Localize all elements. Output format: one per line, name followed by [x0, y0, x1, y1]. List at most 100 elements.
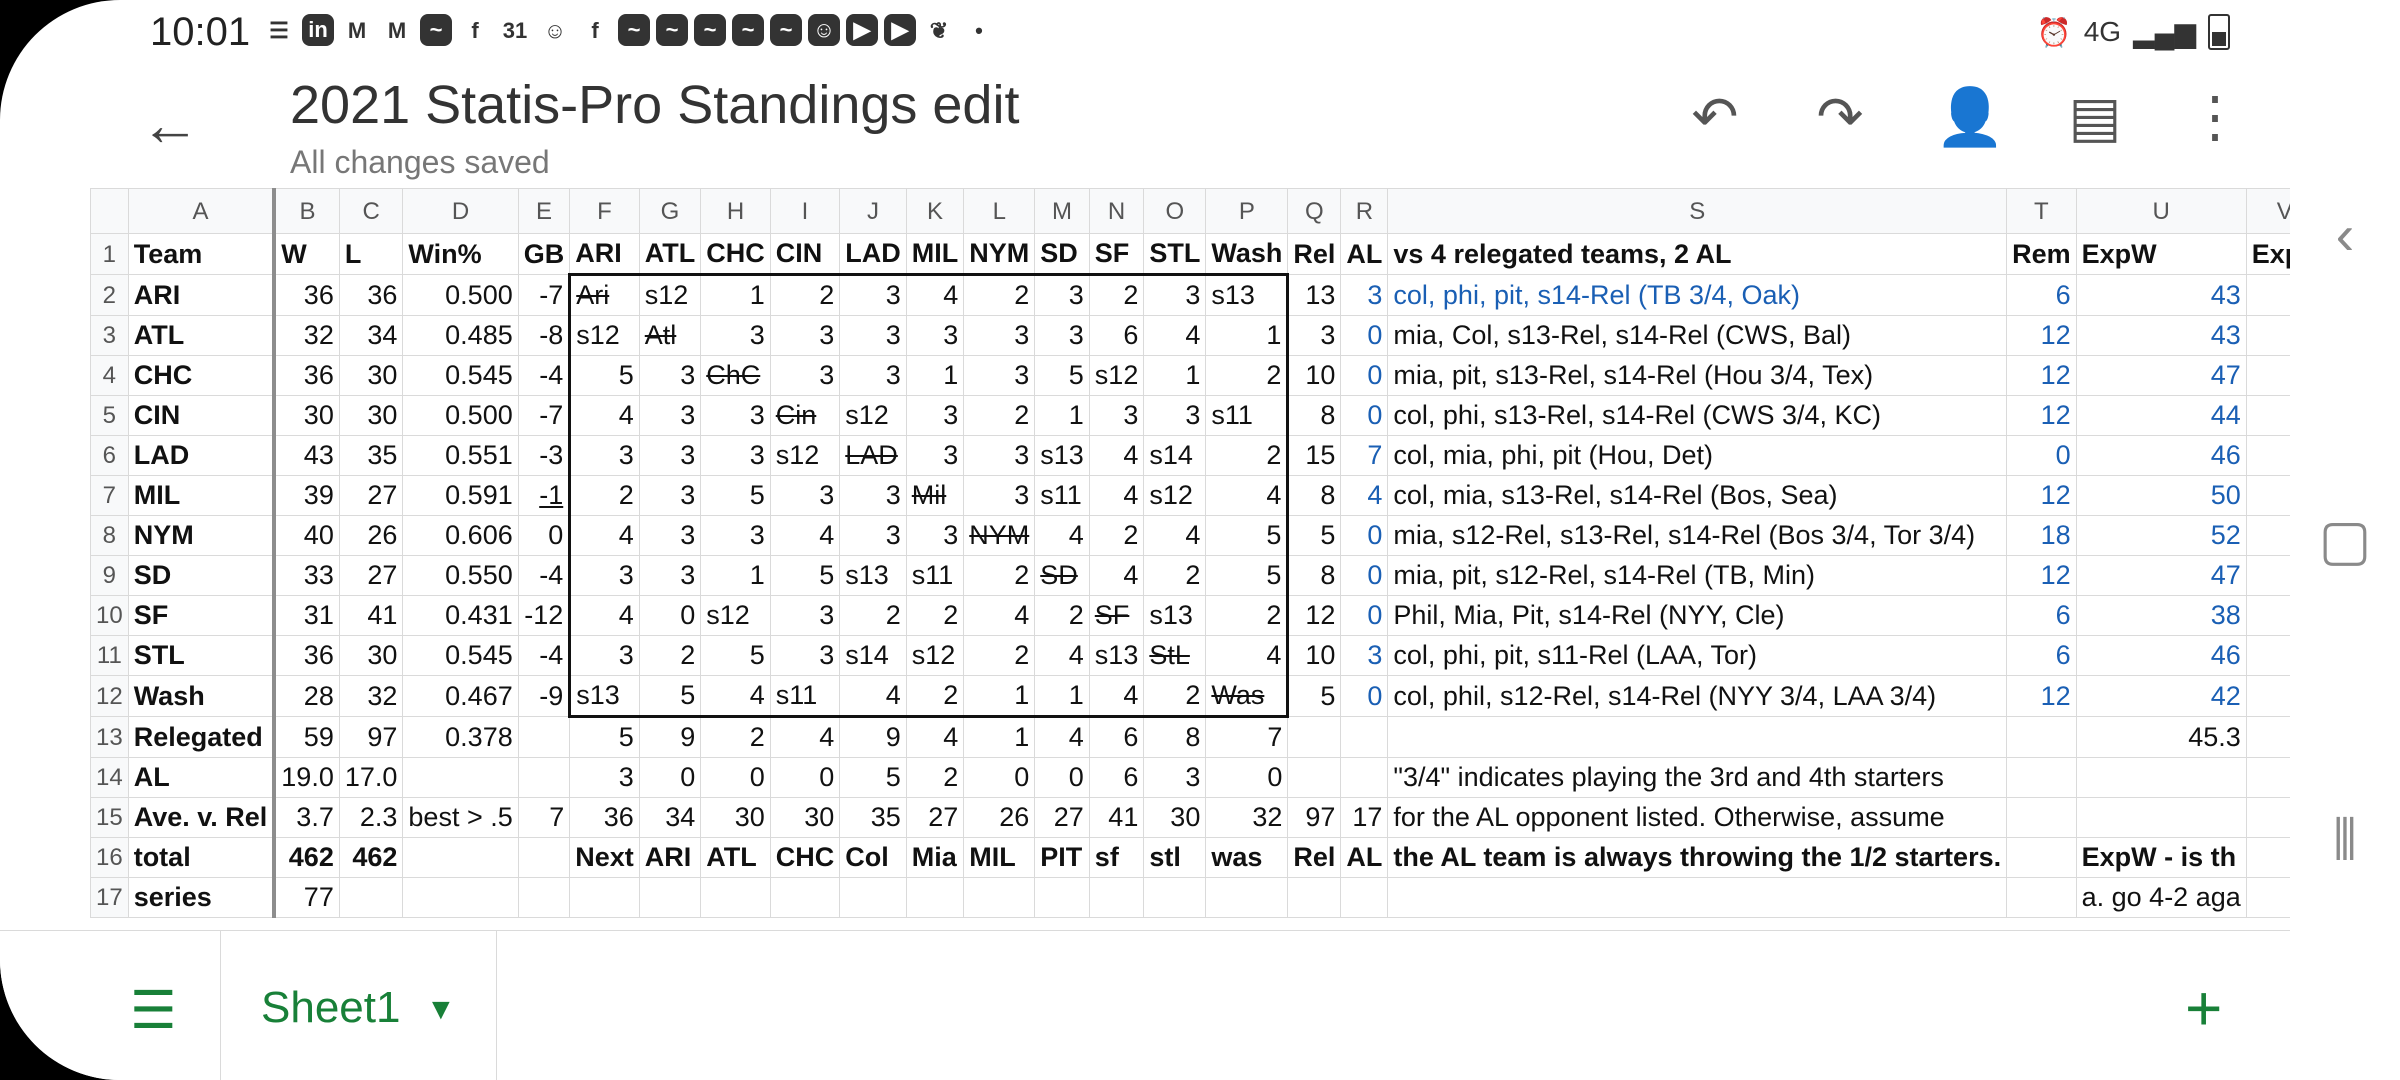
cell[interactable]: 15: [1287, 435, 1342, 476]
cell[interactable]: [2245, 757, 2290, 798]
column-header-k[interactable]: K: [905, 188, 965, 234]
cell[interactable]: 0.485: [402, 315, 519, 356]
spreadsheet-grid[interactable]: ABCDEFGHIJKLMNOPQRSTUV1TeamWLWin%GBARIAT…: [90, 188, 2290, 918]
cell[interactable]: s13: [1034, 435, 1090, 476]
cell[interactable]: 5: [638, 675, 702, 718]
cell[interactable]: SF: [127, 595, 277, 636]
cell[interactable]: 4: [2245, 274, 2290, 316]
cell[interactable]: 36: [338, 274, 404, 316]
cell[interactable]: 0.378: [402, 716, 519, 758]
cell[interactable]: 3: [1287, 315, 1342, 356]
cell[interactable]: [638, 877, 702, 918]
cell[interactable]: 4: [1143, 315, 1207, 356]
cell[interactable]: [2245, 877, 2290, 918]
cell[interactable]: [2006, 877, 2077, 918]
cell[interactable]: Mia: [905, 837, 965, 878]
all-sheets-menu-icon[interactable]: ☰: [130, 982, 177, 1040]
cell[interactable]: the AL team is always throwing the 1/2 s…: [1387, 837, 2008, 878]
cell[interactable]: [569, 877, 640, 918]
cell[interactable]: 10: [1287, 635, 1342, 676]
cell[interactable]: 3: [1143, 395, 1207, 436]
cell[interactable]: 47: [2075, 555, 2247, 596]
cell[interactable]: 12: [1287, 595, 1342, 636]
cell[interactable]: 59: [273, 716, 340, 758]
cell[interactable]: 3: [769, 475, 841, 516]
cell[interactable]: [963, 877, 1036, 918]
row-header[interactable]: 13: [90, 716, 129, 758]
cell[interactable]: 4: [1034, 515, 1090, 556]
cell[interactable]: 4: [1205, 635, 1290, 676]
cell[interactable]: 6: [1088, 315, 1145, 356]
cell[interactable]: -7: [517, 274, 571, 316]
cell[interactable]: 30: [338, 635, 404, 676]
cell[interactable]: 4: [769, 716, 841, 758]
cell[interactable]: 8: [1287, 555, 1342, 596]
cell[interactable]: Col: [839, 837, 907, 878]
cell[interactable]: 3: [905, 435, 965, 476]
cell[interactable]: 0: [1340, 555, 1389, 596]
cell[interactable]: 0: [1340, 395, 1389, 436]
cell[interactable]: col, phi, pit, s14-Rel (TB 3/4, Oak): [1387, 274, 2008, 316]
cell[interactable]: "3/4" indicates playing the 3rd and 4th …: [1387, 757, 2008, 798]
cell[interactable]: 0.545: [402, 355, 519, 396]
cell[interactable]: LAD: [127, 435, 277, 476]
cell[interactable]: 3: [2245, 555, 2290, 596]
cell[interactable]: 12: [2006, 315, 2077, 356]
cell[interactable]: [402, 757, 519, 798]
cell[interactable]: 43: [273, 435, 340, 476]
cell[interactable]: 0: [1340, 355, 1389, 396]
cell[interactable]: NYM: [963, 515, 1036, 556]
cell[interactable]: 35: [338, 435, 404, 476]
cell[interactable]: 4: [2245, 315, 2290, 356]
cell[interactable]: 3.7: [273, 797, 340, 838]
cell[interactable]: mia, pit, s13-Rel, s14-Rel (Hou 3/4, Tex…: [1387, 355, 2008, 396]
column-header-l[interactable]: L: [963, 188, 1036, 234]
cell[interactable]: Relegated: [127, 716, 277, 758]
cell[interactable]: 38: [2075, 595, 2247, 636]
cell[interactable]: 4: [568, 595, 640, 636]
cell[interactable]: for the AL opponent listed. Otherwise, a…: [1387, 797, 2008, 838]
cell[interactable]: col, phi, s13-Rel, s14-Rel (CWS 3/4, KC): [1387, 395, 2008, 436]
cell[interactable]: CIN: [127, 395, 277, 436]
cell[interactable]: CIN: [769, 233, 841, 275]
cell[interactable]: 17.0: [338, 757, 404, 798]
cell[interactable]: Ari: [568, 273, 640, 316]
cell[interactable]: 3: [700, 435, 771, 476]
cell[interactable]: 0.467: [402, 675, 519, 717]
column-header-f[interactable]: F: [569, 188, 640, 234]
cell[interactable]: 30: [769, 797, 841, 838]
cell[interactable]: [517, 716, 571, 758]
cell[interactable]: s13: [1143, 595, 1207, 636]
cell[interactable]: 97: [338, 716, 404, 758]
cell[interactable]: 0.591: [402, 475, 519, 516]
cell[interactable]: [2006, 797, 2077, 838]
cell[interactable]: SD: [127, 555, 277, 596]
cell[interactable]: 2: [905, 757, 965, 798]
cell[interactable]: 0: [1034, 757, 1090, 798]
cell[interactable]: 4: [1340, 475, 1389, 516]
cell[interactable]: 0: [1205, 757, 1289, 798]
cell[interactable]: Phil, Mia, Pit, s14-Rel (NYY, Cle): [1387, 595, 2008, 636]
cell[interactable]: [517, 837, 571, 878]
cell[interactable]: [2245, 797, 2290, 838]
cell[interactable]: [2075, 757, 2247, 798]
cell[interactable]: s14: [1143, 435, 1207, 476]
cell[interactable]: 2: [1205, 595, 1290, 636]
cell[interactable]: 0: [769, 757, 841, 798]
cell[interactable]: 46: [2075, 435, 2247, 476]
cell[interactable]: 2: [1034, 595, 1090, 636]
cell[interactable]: s11: [1034, 475, 1090, 516]
column-header-m[interactable]: M: [1034, 188, 1090, 234]
cell[interactable]: s11: [905, 555, 965, 596]
cell[interactable]: 0: [1340, 315, 1389, 356]
cell[interactable]: 12: [2006, 395, 2077, 436]
cell[interactable]: 7: [1205, 716, 1289, 758]
cell[interactable]: 12: [2006, 675, 2077, 717]
cell[interactable]: 3: [963, 315, 1036, 356]
cell[interactable]: 4: [963, 595, 1036, 636]
cell[interactable]: total: [127, 837, 277, 878]
cell[interactable]: 12: [2006, 555, 2077, 596]
cell[interactable]: 4: [568, 515, 640, 556]
cell[interactable]: 27: [338, 475, 404, 516]
column-header-c[interactable]: C: [338, 188, 404, 234]
